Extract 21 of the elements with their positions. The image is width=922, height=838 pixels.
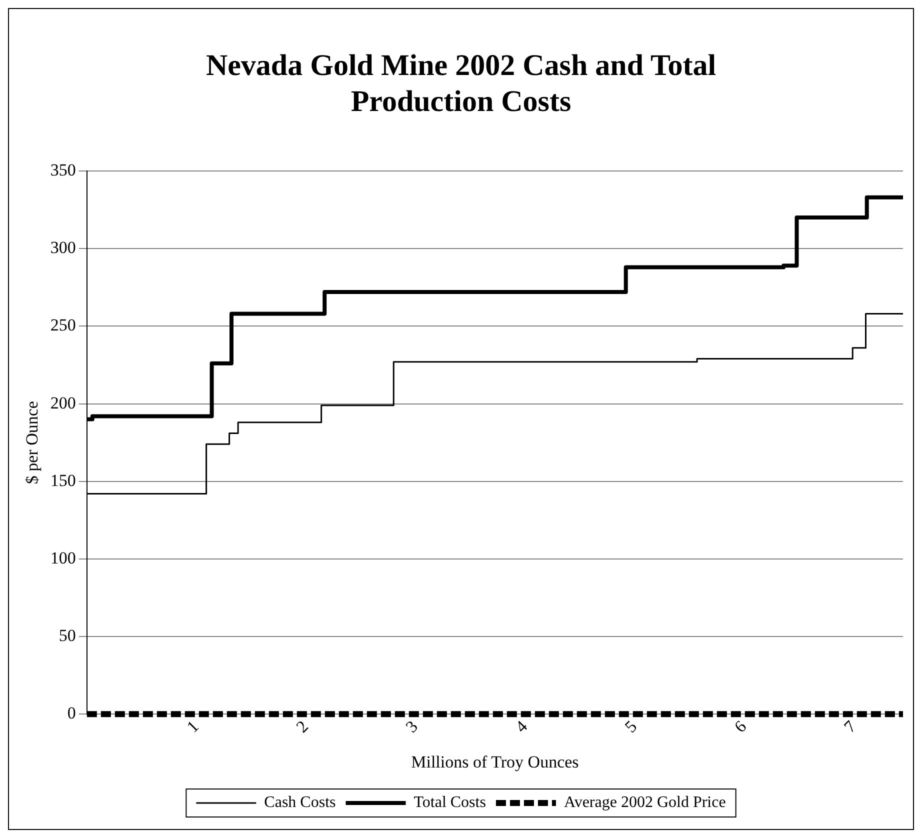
x-tick-label: 1: [182, 716, 202, 736]
x-tick-label: 7: [840, 716, 860, 736]
y-tick-label: 200: [50, 393, 76, 412]
chart-title: Nevada Gold Mine 2002 Cash and Total Production Costs: [206, 48, 716, 118]
y-tick-label: 250: [50, 316, 76, 335]
y-tick-label: 350: [50, 160, 76, 180]
x-axis-title: Millions of Troy Ounces: [411, 752, 579, 772]
x-tick-label: 2: [292, 716, 312, 736]
y-tick-label: 150: [50, 470, 76, 490]
legend-label: Total Costs: [414, 794, 486, 812]
legend-label: Cash Costs: [264, 794, 336, 812]
y-tick-label: 100: [50, 548, 76, 568]
y-tick-label: 300: [50, 238, 76, 258]
x-tick-label: 4: [512, 716, 532, 736]
x-tick-label: 3: [402, 716, 422, 736]
y-tick-label: 50: [58, 626, 76, 646]
legend-label: Average 2002 Gold Price: [564, 794, 726, 812]
y-axis-title: $ per Ounce: [22, 401, 42, 484]
x-tick-label: 5: [621, 716, 641, 736]
x-tick-label: 6: [730, 716, 750, 736]
y-tick-label: 0: [67, 704, 76, 723]
